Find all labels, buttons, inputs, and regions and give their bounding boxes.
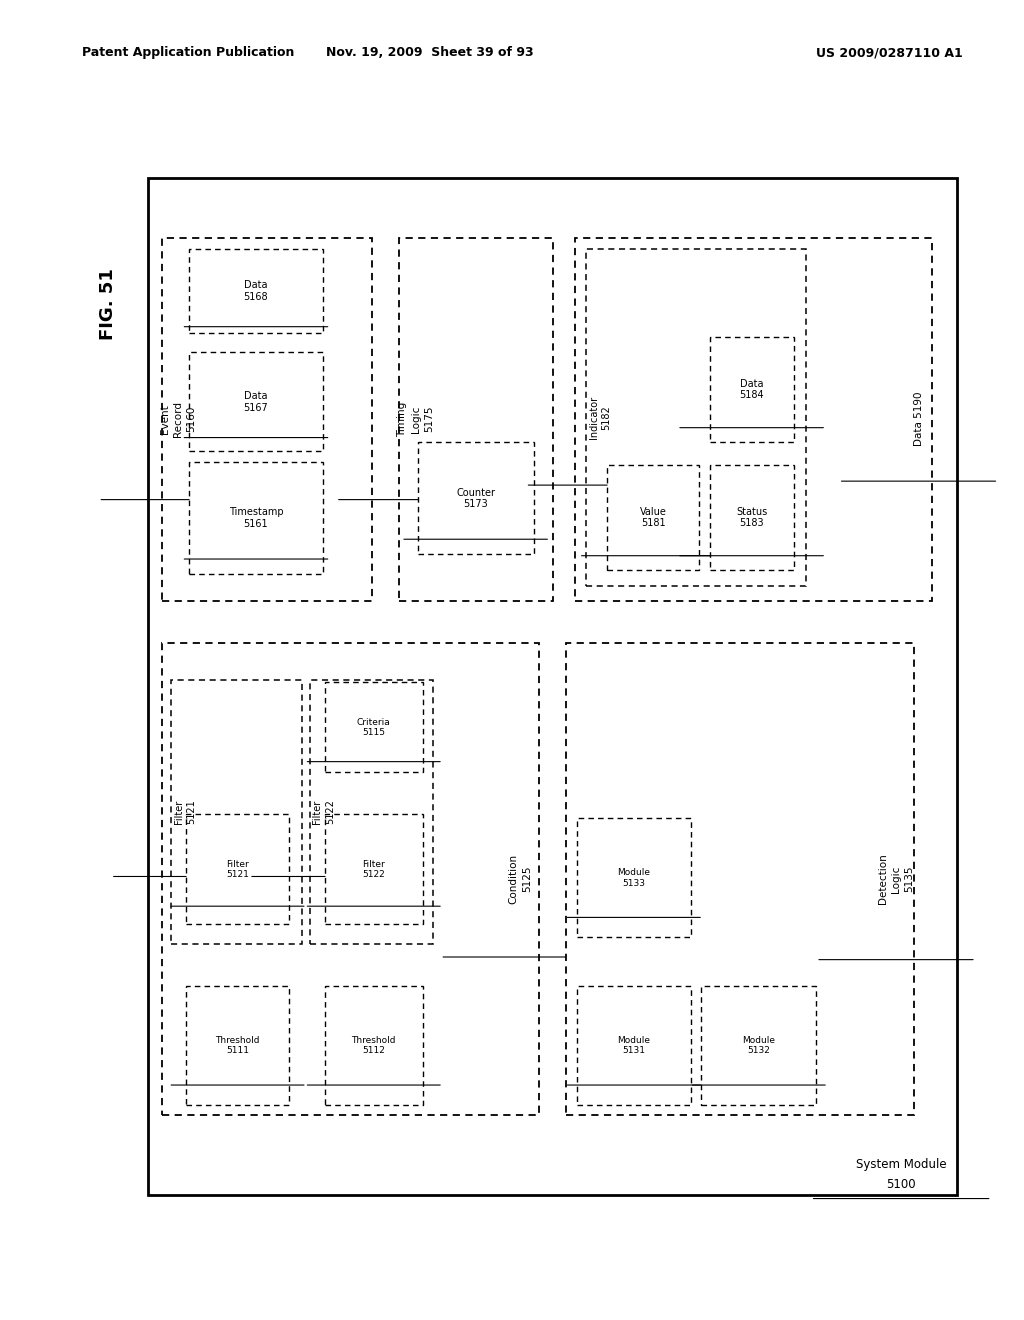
Bar (310, 680, 433, 944)
Bar (701, 986, 816, 1105)
Text: Data
5168: Data 5168 (244, 280, 268, 302)
Bar (710, 337, 794, 442)
Text: Indicator
5182: Indicator 5182 (589, 396, 611, 440)
Bar (189, 352, 323, 451)
Bar (189, 249, 323, 333)
Text: Detection
Logic
5135: Detection Logic 5135 (878, 854, 914, 904)
Text: Threshold
5111: Threshold 5111 (215, 1036, 260, 1055)
Text: Module
5133: Module 5133 (617, 869, 650, 887)
Text: Filter
5122: Filter 5122 (312, 800, 335, 824)
Text: Module
5131: Module 5131 (617, 1036, 650, 1055)
Bar (575, 238, 932, 601)
Bar (566, 643, 914, 1115)
Text: Event
Record
5160: Event Record 5160 (160, 401, 197, 437)
Bar (162, 643, 539, 1115)
Text: Nov. 19, 2009  Sheet 39 of 93: Nov. 19, 2009 Sheet 39 of 93 (327, 46, 534, 59)
Text: Module
5132: Module 5132 (742, 1036, 775, 1055)
Text: System Module: System Module (856, 1158, 946, 1171)
Bar (325, 814, 423, 924)
Text: FIG. 51: FIG. 51 (98, 268, 117, 339)
Bar (399, 238, 553, 601)
Bar (586, 249, 806, 586)
Text: Data
5167: Data 5167 (244, 391, 268, 413)
Bar (577, 986, 691, 1105)
Text: Threshold
5112: Threshold 5112 (351, 1036, 396, 1055)
Text: Counter
5173: Counter 5173 (456, 487, 496, 510)
Bar (148, 178, 957, 1195)
Text: US 2009/0287110 A1: US 2009/0287110 A1 (816, 46, 963, 59)
Bar (186, 986, 289, 1105)
Bar (607, 465, 699, 570)
Text: 5100: 5100 (887, 1177, 915, 1191)
Bar (577, 818, 691, 937)
Text: Filter
5121: Filter 5121 (226, 859, 249, 879)
Text: Filter
5122: Filter 5122 (362, 859, 385, 879)
Text: Timing
Logic
5175: Timing Logic 5175 (397, 401, 434, 437)
Text: Criteria
5115: Criteria 5115 (357, 718, 390, 737)
Bar (418, 442, 534, 554)
Bar (325, 986, 423, 1105)
Text: Filter
5121: Filter 5121 (174, 800, 197, 824)
Text: Data
5184: Data 5184 (739, 379, 764, 400)
Text: Status
5183: Status 5183 (736, 507, 767, 528)
Text: Condition
5125: Condition 5125 (509, 854, 531, 904)
Text: Value
5181: Value 5181 (640, 507, 667, 528)
Bar (186, 814, 289, 924)
Bar (325, 682, 423, 772)
Bar (189, 462, 323, 574)
Bar (162, 238, 372, 601)
Text: Data 5190: Data 5190 (913, 392, 924, 446)
Text: Timestamp
5161: Timestamp 5161 (228, 507, 284, 529)
Bar (710, 465, 794, 570)
Text: Patent Application Publication: Patent Application Publication (82, 46, 294, 59)
Bar (171, 680, 302, 944)
